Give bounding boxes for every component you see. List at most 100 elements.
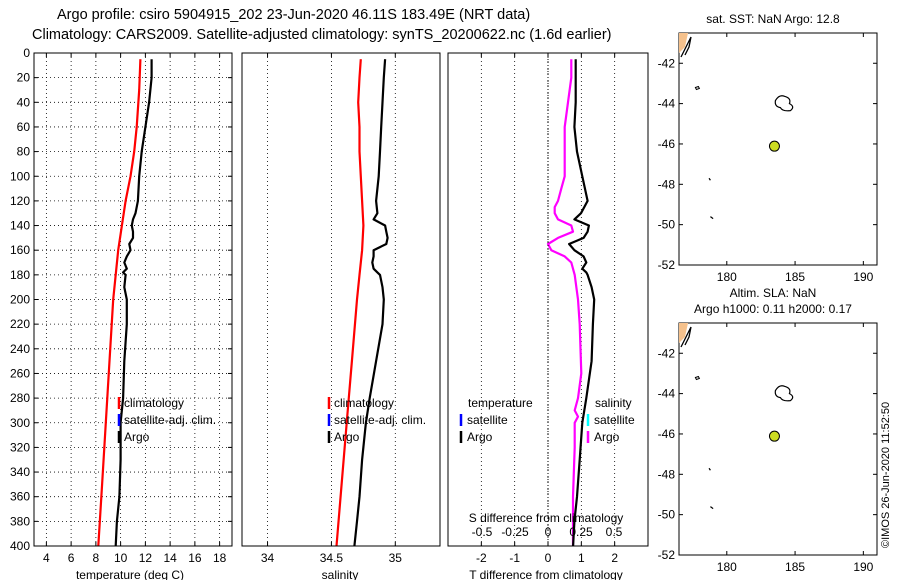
y-tick-label: 80 <box>17 145 31 159</box>
coastline <box>680 326 692 348</box>
y-tick-label: -50 <box>658 218 676 232</box>
y-tick-label: 280 <box>10 391 30 405</box>
y-tick-label: 220 <box>10 317 30 331</box>
sst-map-title: sat. SST: NaN Argo: 12.8 <box>706 12 840 26</box>
legend-label: satellite-adj. clim. <box>334 413 426 427</box>
x-tick-label: 2 <box>611 551 618 565</box>
bounty-islands <box>694 85 701 91</box>
s-tick-label: -0.25 <box>501 525 529 539</box>
legend-label: salinity <box>595 396 632 410</box>
chatham-islands <box>774 385 794 402</box>
x-tick-label: 34 <box>261 551 275 565</box>
x-tick-label: 34.5 <box>320 551 344 565</box>
series-line-climatology <box>335 59 365 547</box>
x-tick-label: 180 <box>717 560 737 574</box>
y-tick-label: 140 <box>10 219 30 233</box>
x-tick-label: -1 <box>509 551 520 565</box>
copyright: ©IMOS 26-Jun-2020 11:52:50 <box>880 402 892 548</box>
legend-label: satellite-adj. clim. <box>124 413 216 427</box>
x-tick-label: 6 <box>68 551 75 565</box>
y-tick-label: 20 <box>17 71 31 85</box>
y-tick-label: 400 <box>10 539 30 553</box>
bounty-islands <box>694 375 701 381</box>
y-tick-label: 360 <box>10 490 30 504</box>
x-tick-label: 190 <box>853 270 873 284</box>
land-patch <box>679 323 688 343</box>
x-tick-label: 35 <box>389 551 403 565</box>
land-patch <box>679 33 688 53</box>
t-diff-xlabel: T difference from climatology <box>469 568 623 580</box>
x-tick-label: 185 <box>785 270 805 284</box>
salinity-xlabel: salinity <box>322 568 359 580</box>
y-tick-label: 380 <box>10 514 30 528</box>
x-tick-label: 18 <box>213 551 227 565</box>
sla-map-panel: 180 185 190 -42 -44 -46 -48 -50 -52 <box>658 322 878 574</box>
y-tick-label: -48 <box>658 467 676 481</box>
title-line2: Climatology: CARS2009. Satellite-adjuste… <box>32 27 612 43</box>
y-tick-label: 320 <box>10 440 30 454</box>
series-line-t-difference-argo- <box>546 59 583 546</box>
plot-frame <box>241 52 441 547</box>
float-position-marker <box>768 140 780 152</box>
y-tick-label: 340 <box>10 465 30 479</box>
y-tick-label: -52 <box>658 258 676 272</box>
legend-label: climatology <box>334 396 394 410</box>
title-line1: Argo profile: csiro 5904915_202 23-Jun-2… <box>57 7 530 23</box>
plot-frame <box>33 52 233 547</box>
salinity-panel: 34 34.5 35 climatology satellite-adj. clim. A… <box>241 52 441 565</box>
x-tick-label: 185 <box>785 560 805 574</box>
y-tick-label: 200 <box>10 293 30 307</box>
x-tick-label: 14 <box>163 551 177 565</box>
sst-map-panel: 180 185 190 -42 -44 -46 -48 -50 -52 <box>658 32 878 284</box>
s-diff-xlabel: S difference from climatology <box>469 511 624 525</box>
bounty-islet <box>710 506 714 510</box>
y-tick-label: -46 <box>658 137 676 151</box>
series-line-climatology <box>97 59 142 547</box>
y-tick-label: 180 <box>10 268 30 282</box>
y-tick-label: 60 <box>17 120 31 134</box>
y-tick-label: -44 <box>658 97 676 111</box>
y-tick-label: -50 <box>658 508 676 522</box>
series-line-argo <box>353 59 389 547</box>
legend-label: temperature <box>468 396 533 410</box>
x-tick-label: 16 <box>188 551 202 565</box>
s-tick-label: 0.5 <box>606 525 623 539</box>
difference-panel: -2 -1 0 1 2 -0.5 -0.25 0 0.25 0.5 temperature satel… <box>447 52 649 565</box>
y-tick-label: 160 <box>10 243 30 257</box>
y-tick-label: -48 <box>658 177 676 191</box>
temperature-panel: 0 20 40 60 80 100 120 140 160 180 200 220 240 260 280 3… <box>10 46 233 565</box>
y-tick-label: 260 <box>10 366 30 380</box>
legend-label: Argo <box>334 430 360 444</box>
series-line-s-difference-argo- <box>567 59 596 547</box>
plot-area <box>242 53 440 546</box>
legend-label: climatology <box>124 396 184 410</box>
s-tick-label: 0 <box>545 525 552 539</box>
s-tick-label: 0.25 <box>569 525 593 539</box>
x-tick-label: 8 <box>93 551 100 565</box>
y-tick-label: -44 <box>658 387 676 401</box>
antipodes-islet <box>708 177 711 181</box>
x-tick-label: 1 <box>578 551 585 565</box>
y-tick-label: -42 <box>658 346 676 360</box>
float-position-marker <box>768 430 780 442</box>
temperature-xlabel: temperature (deg C) <box>76 568 184 580</box>
x-tick-label: 180 <box>717 270 737 284</box>
y-tick-label: 100 <box>10 169 30 183</box>
y-tick-label: -42 <box>658 56 676 70</box>
series-line-argo <box>114 59 153 547</box>
y-tick-label: -46 <box>658 427 676 441</box>
y-tick-label: 120 <box>10 194 30 208</box>
y-tick-label: 240 <box>10 342 30 356</box>
legend-label: Argo <box>594 430 620 444</box>
y-tick-label: 40 <box>17 95 31 109</box>
legend-label: Argo <box>124 430 150 444</box>
x-tick-label: 190 <box>853 560 873 574</box>
sla-map-title-2: Argo h1000: 0.11 h2000: 0.17 <box>694 302 852 316</box>
y-tick-label: -52 <box>658 548 676 562</box>
sla-map-title-1: Altim. SLA: NaN <box>730 286 817 300</box>
x-tick-label: 10 <box>114 551 128 565</box>
x-tick-label: 12 <box>139 551 153 565</box>
x-tick-label: -2 <box>476 551 487 565</box>
s-tick-label: -0.5 <box>472 525 493 539</box>
